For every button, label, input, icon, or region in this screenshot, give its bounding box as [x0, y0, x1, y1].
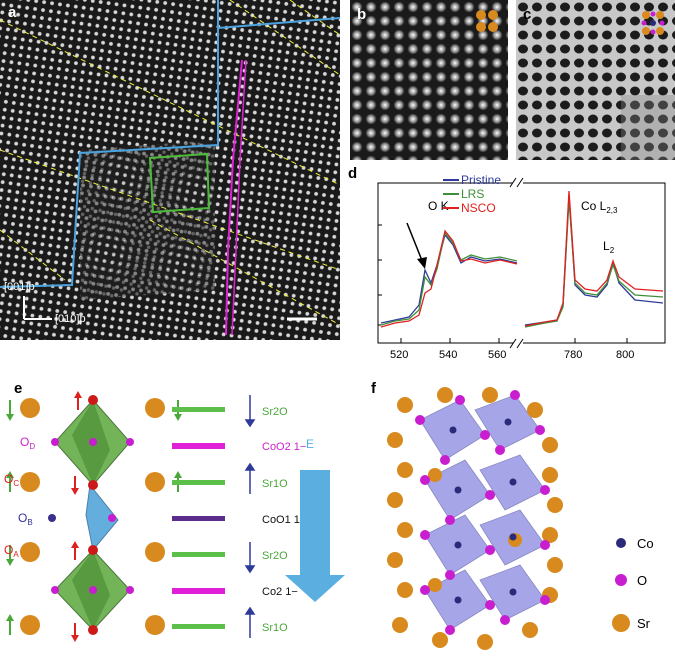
- co-l-edge-label: Co L2,3: [581, 199, 618, 215]
- legend: Co O Sr: [612, 536, 654, 632]
- panel-f-label: f: [371, 380, 376, 397]
- legend-sr-marker: [612, 614, 630, 632]
- layer-label: Sr1O: [262, 478, 288, 490]
- arrow-annotation: [406, 222, 427, 269]
- panel-c-image: [516, 0, 675, 160]
- axis-label-010: [010]p: [55, 313, 86, 325]
- axis-break: [509, 177, 524, 349]
- axis-label-001: [001]p: [4, 281, 35, 293]
- panel-e: OD OC OB OA Sr2O CoO2 1− Sr1O CoO1 1+ Sr…: [0, 380, 360, 654]
- panel-b-image: [350, 0, 508, 160]
- layer-bars: [172, 407, 225, 629]
- layer-label: CoO2 1−: [262, 441, 306, 453]
- series-nsco-ok: [380, 229, 518, 328]
- crystal-axis-indicator: [23, 296, 52, 320]
- panel-b-label: b: [357, 6, 367, 23]
- series-lrs-col: [524, 199, 664, 328]
- series-pristine-col: [524, 194, 664, 326]
- panel-a: [001]p [010]p a: [0, 0, 341, 340]
- blue-domain-frame: [0, 0, 219, 288]
- ob-site-atom: [48, 514, 56, 522]
- series-pristine-ok: [380, 233, 518, 324]
- x-tick-540: 540: [439, 349, 457, 361]
- x-tick-560: 560: [488, 349, 506, 361]
- green-roi-box: [148, 152, 211, 214]
- layer-dipole-arrows: [244, 395, 256, 638]
- magenta-boundary-line: [225, 59, 243, 336]
- legend-co-marker: [616, 538, 626, 548]
- o-atoms: [415, 390, 550, 635]
- sr-atoms: [20, 398, 165, 635]
- layer-schematic: OD OC OB OA Sr2O CoO2 1− Sr1O CoO1 1+ Sr…: [4, 391, 345, 642]
- legend-pristine: Pristine: [461, 173, 501, 187]
- site-label-oc: OC: [4, 472, 19, 488]
- legend-lrs: LRS: [461, 187, 484, 201]
- legend-sr: Sr: [637, 616, 651, 631]
- atom-overlay: [641, 11, 665, 35]
- layer-label: Co2 1−: [262, 586, 298, 598]
- x-tick-780: 780: [564, 349, 582, 361]
- crystal-structure: Co O Sr: [387, 387, 654, 650]
- panel-b: b: [350, 0, 508, 160]
- panel-f: Co O Sr f: [365, 380, 675, 654]
- site-label-oa: OA: [4, 543, 19, 559]
- layer-label: Sr1O: [262, 622, 288, 634]
- orange-atom-overlay: [476, 10, 498, 32]
- panel-c-label: c: [523, 6, 532, 23]
- series-lrs-ok: [380, 231, 518, 326]
- haadf-image: [001]p [010]p: [0, 0, 341, 340]
- co-l-spectra: [524, 190, 664, 328]
- x-tick-800: 800: [616, 349, 634, 361]
- panel-e-label: e: [14, 380, 23, 397]
- field-arrow: [285, 470, 345, 602]
- series-nsco-col: [524, 190, 664, 327]
- ok-edge-label: O K: [428, 199, 449, 213]
- legend-o: O: [637, 573, 647, 588]
- panel-d: 520 540 560 780 800 O K Co L2,3 L2 Prist…: [345, 165, 675, 370]
- eels-chart: 520 540 560 780 800 O K Co L2,3 L2 Prist…: [377, 173, 666, 361]
- field-label: E: [306, 437, 314, 451]
- panel-a-label: a: [8, 4, 17, 21]
- legend: Pristine LRS NSCO: [443, 173, 501, 215]
- sr-atoms: [387, 387, 563, 650]
- displacement-arrows: [6, 391, 182, 642]
- o-k-spectra: [380, 229, 518, 328]
- layer-label: CoO1 1+: [262, 514, 306, 526]
- o-atoms: [51, 438, 134, 594]
- polyhedra: [419, 394, 546, 631]
- panel-c: c: [516, 0, 675, 160]
- legend-o-marker: [615, 574, 627, 586]
- l2-label: L2: [603, 239, 615, 255]
- site-label-ob: OB: [18, 511, 33, 527]
- x-tick-520: 520: [390, 349, 408, 361]
- red-o-atoms: [88, 395, 98, 635]
- panel-d-label: d: [348, 165, 358, 182]
- layer-label: Sr2O: [262, 550, 288, 562]
- legend-co: Co: [637, 536, 654, 551]
- site-label-od: OD: [20, 435, 35, 451]
- legend-nsco: NSCO: [461, 201, 496, 215]
- co-atoms: [449, 418, 517, 604]
- layer-label: Sr2O: [262, 406, 288, 418]
